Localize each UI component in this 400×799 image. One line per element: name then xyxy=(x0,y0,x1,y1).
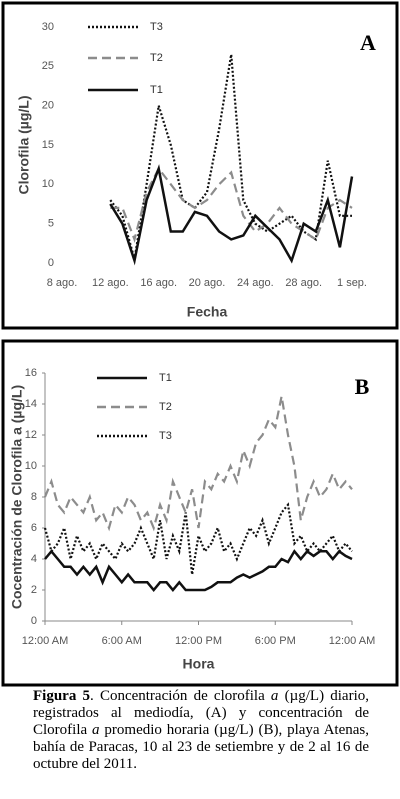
y-tick-label: 25 xyxy=(42,60,54,72)
caption-text: . Concentración de clorofila xyxy=(90,688,271,704)
x-tick-label: 6:00 PM xyxy=(255,635,296,647)
y-tick-label: 2 xyxy=(31,584,37,596)
panel-frame xyxy=(1,339,399,687)
x-tick-label: 12:00 PM xyxy=(175,635,222,647)
legend-label: T2 xyxy=(150,52,163,64)
data-line xyxy=(43,502,353,575)
caption-text: Figura 5 xyxy=(33,688,91,704)
y-tick-label: 5 xyxy=(48,218,54,230)
y-tick-label: 10 xyxy=(42,178,54,190)
data-line xyxy=(109,164,354,266)
x-tick-label: 16 ago. xyxy=(140,277,177,289)
legend-label: T3 xyxy=(150,21,163,33)
caption-text: a xyxy=(92,722,100,738)
legend-label: T1 xyxy=(150,84,163,96)
x-tick-label: 24 ago. xyxy=(237,277,274,289)
x-tick-label: 1 sep. xyxy=(337,277,367,289)
y-tick-label: 10 xyxy=(25,460,37,472)
y-tick-label: 4 xyxy=(31,553,37,565)
x-tick-label: 8 ago. xyxy=(47,277,78,289)
y-tick-label: 12 xyxy=(25,429,37,441)
caption-text: a xyxy=(270,688,279,704)
panel-label: B xyxy=(355,374,370,399)
x-tick-label: 20 ago. xyxy=(189,277,226,289)
caption: Figura 5. Concentración de clorofila a (… xyxy=(33,688,369,773)
y-axis-title: Cocentración de Clorofila a (µg/L) xyxy=(9,385,25,609)
y-axis-title: Clorofila (µg/L) xyxy=(16,95,32,194)
y-tick-label: 30 xyxy=(42,21,54,33)
panel-frame xyxy=(1,1,399,330)
x-axis-title: Fecha xyxy=(187,304,228,320)
y-tick-label: 14 xyxy=(25,398,37,410)
data-line xyxy=(44,549,353,592)
caption-text: (µg/L) diario, registrados al mediodía, … xyxy=(33,688,369,738)
y-tick-label: 15 xyxy=(42,139,54,151)
data-line xyxy=(110,166,353,244)
panel-label: A xyxy=(360,30,376,55)
data-line xyxy=(43,396,353,532)
caption-text: promedio horaria (µg/L) (B), playa Atena… xyxy=(33,722,369,772)
legend-label: T3 xyxy=(159,430,172,442)
x-tick-label: 12:00 AM xyxy=(329,635,375,647)
x-axis-title: Hora xyxy=(183,656,215,672)
legend-label: T1 xyxy=(159,372,172,384)
x-tick-label: 12:00 AM xyxy=(22,635,68,647)
y-tick-label: 20 xyxy=(42,100,54,112)
legend-label: T2 xyxy=(159,401,172,413)
y-tick-label: 8 xyxy=(31,491,37,503)
x-tick-label: 6:00 AM xyxy=(102,635,142,647)
x-tick-label: 12 ago. xyxy=(92,277,129,289)
y-tick-label: 0 xyxy=(48,257,54,269)
y-tick-label: 16 xyxy=(25,367,37,379)
y-tick-label: 6 xyxy=(31,522,37,534)
y-tick-label: 0 xyxy=(31,615,37,627)
x-tick-label: 28 ago. xyxy=(285,277,322,289)
